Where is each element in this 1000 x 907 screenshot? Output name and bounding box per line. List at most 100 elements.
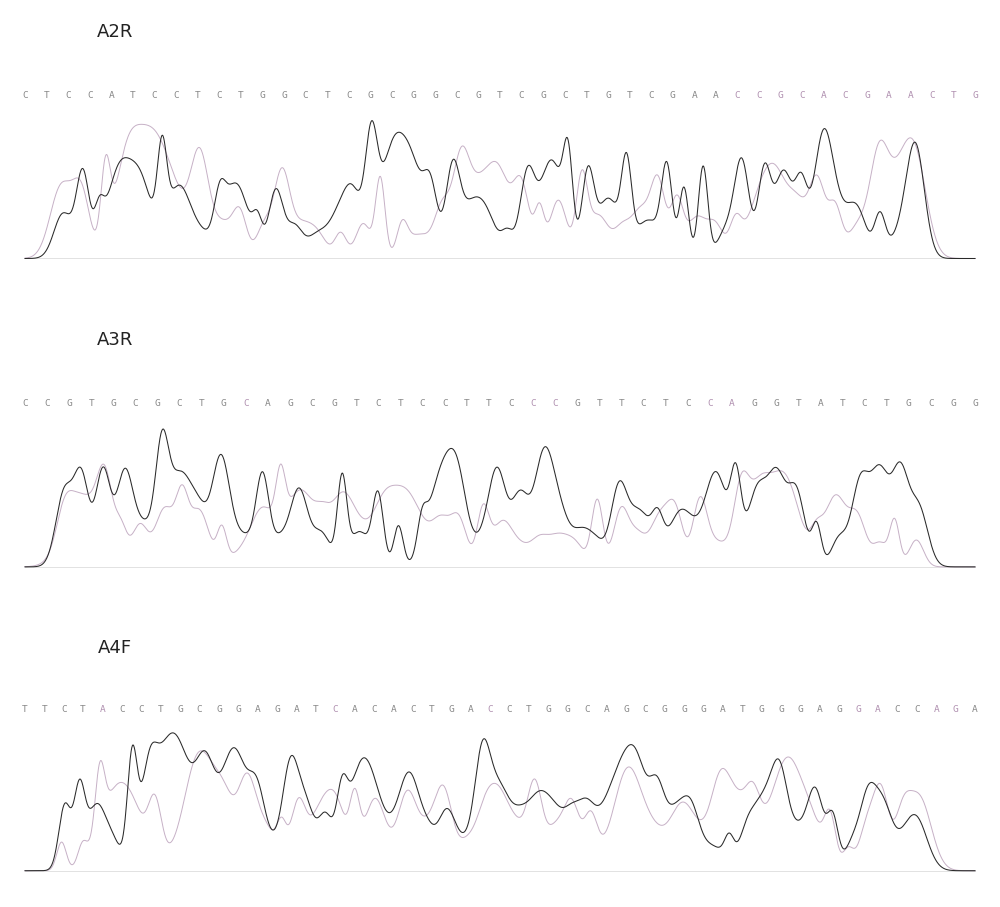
Text: T: T xyxy=(795,399,801,408)
Text: G: G xyxy=(449,705,454,714)
Text: G: G xyxy=(287,399,293,408)
Text: C: C xyxy=(303,91,309,100)
Text: C: C xyxy=(843,91,848,100)
Text: T: T xyxy=(526,705,532,714)
Text: T: T xyxy=(663,399,669,408)
Text: T: T xyxy=(497,91,503,100)
Text: G: G xyxy=(155,399,160,408)
Text: T: T xyxy=(464,399,470,408)
Text: C: C xyxy=(530,399,536,408)
Text: A: A xyxy=(933,705,939,714)
Text: T: T xyxy=(398,399,403,408)
Text: G: G xyxy=(540,91,546,100)
Text: A: A xyxy=(875,705,881,714)
Text: T: T xyxy=(583,91,589,100)
Text: T: T xyxy=(199,399,205,408)
Text: C: C xyxy=(61,705,67,714)
Text: G: G xyxy=(331,399,337,408)
Text: A: A xyxy=(907,91,913,100)
Text: G: G xyxy=(778,91,784,100)
Text: A: A xyxy=(604,705,610,714)
Text: T: T xyxy=(884,399,890,408)
Text: G: G xyxy=(681,705,687,714)
Text: C: C xyxy=(519,91,524,100)
Text: C: C xyxy=(895,705,900,714)
Text: G: G xyxy=(432,91,438,100)
Text: A: A xyxy=(691,91,697,100)
Text: G: G xyxy=(274,705,280,714)
Text: A: A xyxy=(720,705,726,714)
Text: G: G xyxy=(972,399,978,408)
Text: T: T xyxy=(313,705,319,714)
Text: G: G xyxy=(411,91,417,100)
Text: T: T xyxy=(158,705,164,714)
Text: T: T xyxy=(840,399,845,408)
Text: A: A xyxy=(255,705,261,714)
Text: G: G xyxy=(864,91,870,100)
Text: A: A xyxy=(817,399,823,408)
Text: T: T xyxy=(739,705,745,714)
Text: C: C xyxy=(507,705,513,714)
Text: A: A xyxy=(294,705,299,714)
Text: C: C xyxy=(173,91,179,100)
Text: G: G xyxy=(66,399,72,408)
Text: C: C xyxy=(685,399,691,408)
Text: A4F: A4F xyxy=(98,639,132,658)
Text: G: G xyxy=(260,91,265,100)
Text: G: G xyxy=(906,399,912,408)
Text: C: C xyxy=(643,705,648,714)
Text: C: C xyxy=(562,91,568,100)
Text: C: C xyxy=(487,705,493,714)
Text: G: G xyxy=(281,91,287,100)
Text: C: C xyxy=(454,91,460,100)
Text: T: T xyxy=(22,705,28,714)
Text: T: T xyxy=(619,399,624,408)
Text: T: T xyxy=(42,705,47,714)
Text: G: G xyxy=(836,705,842,714)
Text: C: C xyxy=(243,399,249,408)
Text: G: G xyxy=(605,91,611,100)
Text: G: G xyxy=(476,91,481,100)
Text: A: A xyxy=(100,705,105,714)
Text: G: G xyxy=(574,399,580,408)
Text: G: G xyxy=(177,705,183,714)
Text: G: G xyxy=(856,705,862,714)
Text: C: C xyxy=(641,399,646,408)
Text: G: G xyxy=(221,399,227,408)
Text: G: G xyxy=(778,705,784,714)
Text: A: A xyxy=(108,91,114,100)
Text: A2R: A2R xyxy=(97,23,133,41)
Text: C: C xyxy=(508,399,514,408)
Text: T: T xyxy=(486,399,492,408)
Text: C: C xyxy=(707,399,713,408)
Text: G: G xyxy=(950,399,956,408)
Text: C: C xyxy=(65,91,71,100)
Text: G: G xyxy=(662,705,668,714)
Text: A3R: A3R xyxy=(97,331,133,349)
Text: C: C xyxy=(862,399,867,408)
Text: T: T xyxy=(354,399,359,408)
Text: G: G xyxy=(546,705,551,714)
Text: C: C xyxy=(309,399,315,408)
Text: G: G xyxy=(368,91,373,100)
Text: A: A xyxy=(352,705,357,714)
Text: A: A xyxy=(729,399,735,408)
Text: C: C xyxy=(799,91,805,100)
Text: C: C xyxy=(44,399,50,408)
Text: T: T xyxy=(44,91,49,100)
Text: T: T xyxy=(951,91,956,100)
Text: C: C xyxy=(648,91,654,100)
Text: A: A xyxy=(886,91,892,100)
Text: T: T xyxy=(80,705,86,714)
Text: C: C xyxy=(138,705,144,714)
Text: C: C xyxy=(197,705,202,714)
Text: T: T xyxy=(597,399,602,408)
Text: G: G xyxy=(751,399,757,408)
Text: G: G xyxy=(216,705,222,714)
Text: G: G xyxy=(235,705,241,714)
Text: G: G xyxy=(565,705,571,714)
Text: C: C xyxy=(22,399,28,408)
Text: C: C xyxy=(133,399,138,408)
Text: G: G xyxy=(798,705,803,714)
Text: G: G xyxy=(972,91,978,100)
